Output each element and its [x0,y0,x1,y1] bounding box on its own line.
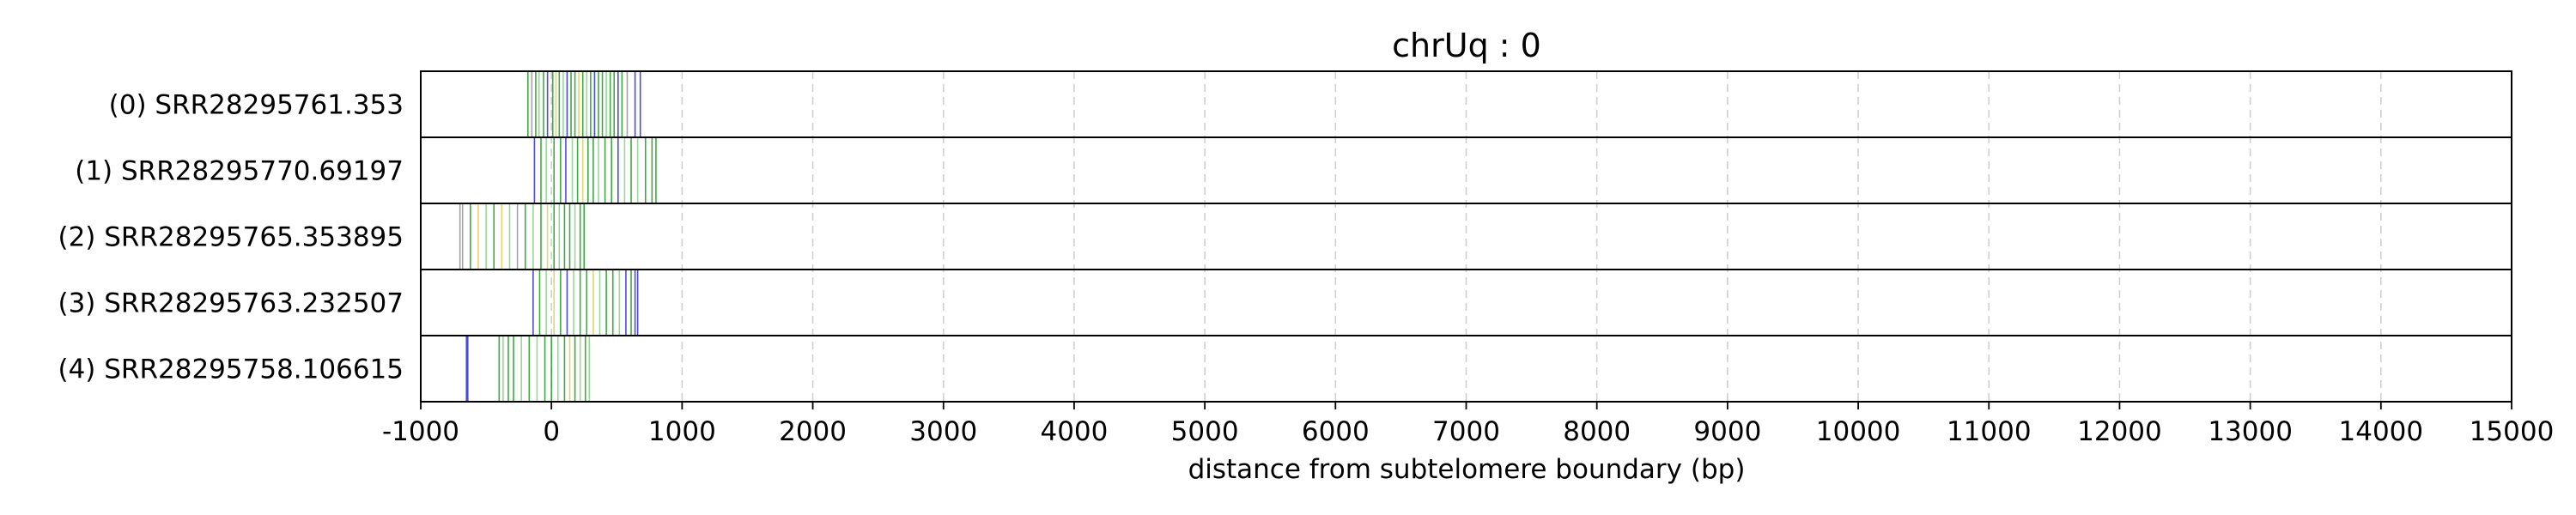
x-tick-label: 11000 [1947,416,2032,447]
chart-title: chrUq : 0 [1392,27,1541,64]
x-tick-label: 2000 [779,416,847,447]
track-frames [420,70,2512,403]
x-axis-label: distance from subtelomere boundary (bp) [1188,454,1746,485]
track-label: (1) SRR28295770.69197 [75,156,404,187]
x-tick-label: 7000 [1432,416,1500,447]
x-tick-label: 8000 [1563,416,1631,447]
track-labels: (0) SRR28295761.353 (1) SRR28295770.69197… [58,90,404,385]
x-tick-label: 5000 [1171,416,1239,447]
x-tick-label: 0 [543,416,560,447]
track-label: (0) SRR28295761.353 [109,90,404,121]
x-tick-label: 4000 [1040,416,1108,447]
x-tick-label: 1000 [648,416,716,447]
x-tick-label: 12000 [2077,416,2162,447]
read-marks [459,72,657,401]
x-tick-label: 6000 [1302,416,1370,447]
x-axis: -1000 0 1000 2000 3000 4000 5000 6000 7000 8000 90… [382,402,2554,447]
x-tick-label: 14000 [2339,416,2424,447]
x-tick-label: 13000 [2208,416,2293,447]
x-tick-label: 9000 [1693,416,1761,447]
grid-lines [550,71,2382,402]
x-tick-label: 15000 [2470,416,2555,447]
track-label: (2) SRR28295765.353895 [58,222,404,253]
x-tick-label: 3000 [909,416,977,447]
x-tick-label: 10000 [1816,416,1901,447]
track-label: (3) SRR28295763.232507 [58,288,404,319]
track-label: (4) SRR28295758.106615 [58,354,404,385]
x-tick-label: -1000 [382,416,459,447]
